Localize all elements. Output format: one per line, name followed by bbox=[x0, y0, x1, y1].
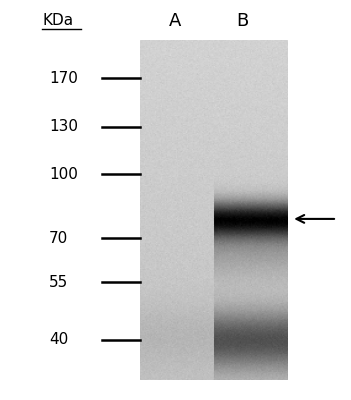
Text: 55: 55 bbox=[49, 274, 68, 290]
Text: B: B bbox=[236, 12, 248, 30]
Text: 70: 70 bbox=[49, 231, 68, 246]
Text: KDa: KDa bbox=[42, 13, 73, 28]
Text: 130: 130 bbox=[49, 119, 78, 134]
Text: 40: 40 bbox=[49, 332, 68, 347]
Text: A: A bbox=[169, 12, 182, 30]
Text: 100: 100 bbox=[49, 166, 78, 182]
Text: 170: 170 bbox=[49, 70, 78, 86]
